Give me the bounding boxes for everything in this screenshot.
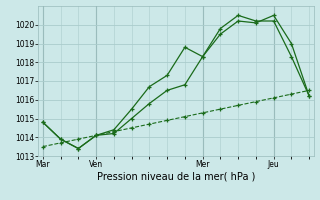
X-axis label: Pression niveau de la mer( hPa ): Pression niveau de la mer( hPa )	[97, 172, 255, 182]
